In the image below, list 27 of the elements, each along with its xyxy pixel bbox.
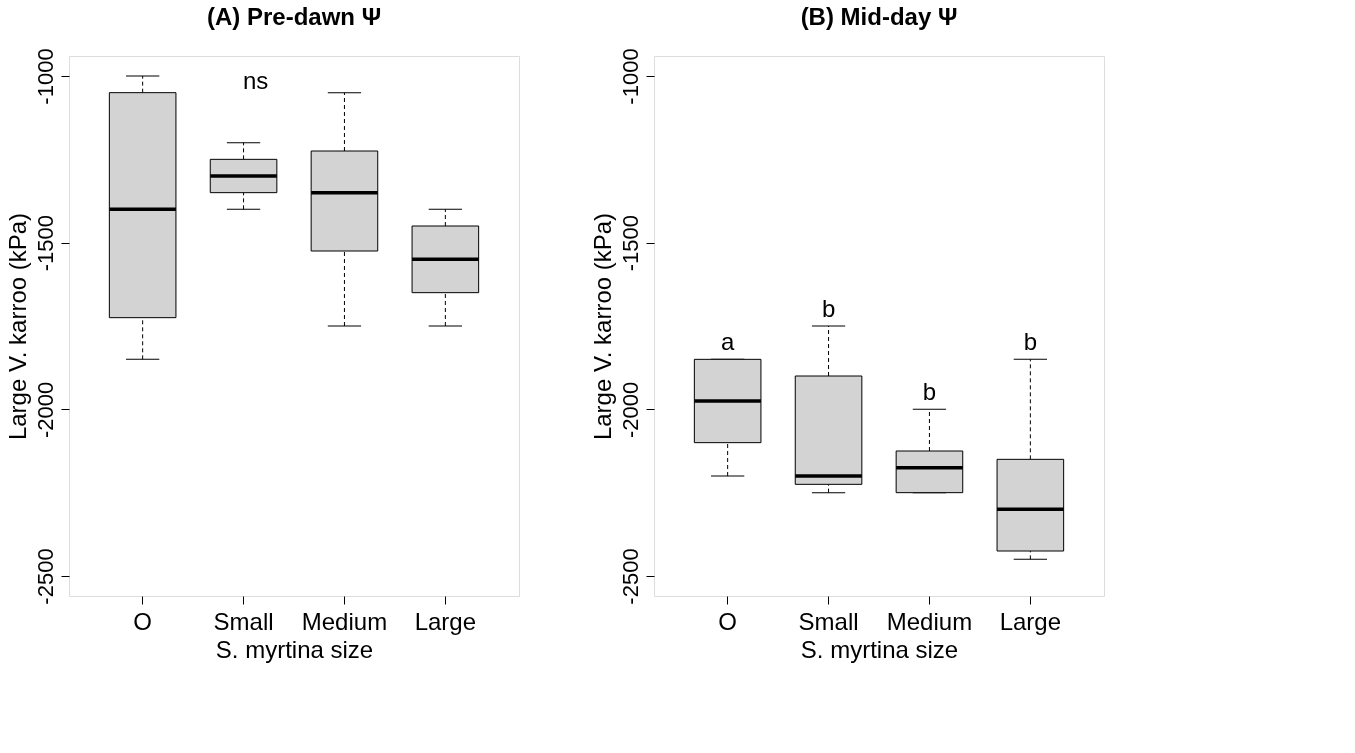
y-tick-label: -2000 bbox=[617, 381, 643, 438]
x-tick-label: Large bbox=[414, 607, 477, 635]
x-tick-label: Small bbox=[213, 607, 274, 635]
y-tick-label: -2000 bbox=[32, 381, 58, 438]
y-axis-title: Large V. karroo (kPa) bbox=[588, 212, 616, 441]
annotation: ns bbox=[242, 67, 269, 94]
y-tick-label: -2500 bbox=[617, 548, 643, 605]
y-axis-title: Large V. karroo (kPa) bbox=[3, 212, 31, 441]
x-tick-label: Medium bbox=[301, 607, 388, 635]
y-tick-label: -1000 bbox=[617, 48, 643, 105]
y-tick-label: -2500 bbox=[32, 548, 58, 605]
y-tick-label: -1000 bbox=[32, 48, 58, 105]
x-tick-label: Large bbox=[999, 607, 1062, 635]
x-tick-label: Medium bbox=[886, 607, 973, 635]
x-tick-label: O bbox=[718, 607, 737, 635]
y-tick-label: -1500 bbox=[32, 215, 58, 272]
annotation: b bbox=[821, 295, 836, 322]
x-tick-label: Small bbox=[798, 607, 859, 635]
x-axis-title: S. myrtina size bbox=[800, 635, 959, 663]
annotation: b bbox=[1023, 328, 1038, 356]
chart-title: (A) Pre-dawn Ψ bbox=[206, 2, 382, 30]
x-axis-title: S. myrtina size bbox=[215, 635, 374, 663]
chart-title: (B) Mid-day Ψ bbox=[800, 2, 958, 30]
annotation: a bbox=[720, 328, 735, 356]
y-tick-label: -1500 bbox=[617, 215, 643, 272]
annotation: b bbox=[922, 378, 937, 406]
x-tick-label: O bbox=[133, 607, 152, 635]
